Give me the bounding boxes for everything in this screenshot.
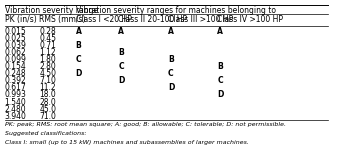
- Text: C: C: [76, 55, 81, 64]
- Text: 0.28: 0.28: [39, 27, 56, 36]
- Text: C: C: [118, 62, 124, 71]
- Text: 1.80: 1.80: [39, 55, 56, 64]
- Text: 7.10: 7.10: [39, 76, 56, 85]
- Text: A: A: [76, 27, 82, 36]
- Text: 0.45: 0.45: [39, 34, 56, 43]
- Text: 0.025: 0.025: [5, 34, 26, 43]
- Text: B: B: [76, 41, 81, 50]
- Text: Class IV >100 HP: Class IV >100 HP: [217, 15, 283, 24]
- Text: D: D: [217, 90, 223, 99]
- Text: 4.50: 4.50: [39, 69, 56, 78]
- Text: 71.0: 71.0: [39, 112, 56, 121]
- Text: 1.540: 1.540: [5, 98, 26, 107]
- Text: A: A: [217, 27, 223, 36]
- Text: 0.039: 0.039: [5, 41, 27, 50]
- Text: 0.248: 0.248: [5, 69, 26, 78]
- Text: 0.392: 0.392: [5, 76, 26, 85]
- Text: Vibration severity range: Vibration severity range: [5, 6, 98, 15]
- Text: PK: peak; RMS: root mean square; A: good; B: allowable; C: tolerable; D: not per: PK: peak; RMS: root mean square; A: good…: [5, 122, 286, 127]
- Text: PK (in/s): PK (in/s): [5, 15, 36, 24]
- Text: Class I: small (up to 15 kW) machines and subassemblies of larger machines.: Class I: small (up to 15 kW) machines an…: [5, 140, 248, 145]
- Text: A: A: [118, 27, 124, 36]
- Text: 1.12: 1.12: [39, 48, 56, 57]
- Text: 3.940: 3.940: [5, 112, 27, 121]
- Text: A: A: [168, 27, 174, 36]
- Text: 2.480: 2.480: [5, 105, 26, 114]
- Text: 0.154: 0.154: [5, 62, 26, 71]
- Text: C: C: [168, 69, 174, 78]
- Text: B: B: [217, 62, 223, 71]
- Text: 0.015: 0.015: [5, 27, 26, 36]
- Text: 0.617: 0.617: [5, 83, 26, 92]
- Text: B: B: [168, 55, 174, 64]
- Text: 2.80: 2.80: [39, 62, 56, 71]
- Text: 45.0: 45.0: [39, 105, 56, 114]
- Text: 28.0: 28.0: [39, 98, 56, 107]
- Text: D: D: [118, 76, 125, 85]
- Text: D: D: [168, 83, 174, 92]
- Text: RMS (mm/s): RMS (mm/s): [39, 15, 86, 24]
- Text: C: C: [217, 76, 223, 85]
- Text: Class I <20 HP: Class I <20 HP: [76, 15, 132, 24]
- Text: 0.099: 0.099: [5, 55, 27, 64]
- Text: B: B: [118, 48, 124, 57]
- Text: Vibration severity ranges for machines belonging to: Vibration severity ranges for machines b…: [76, 6, 276, 15]
- Text: Class II 20-100 HP: Class II 20-100 HP: [118, 15, 187, 24]
- Text: 18.0: 18.0: [39, 90, 56, 99]
- Text: 11.2: 11.2: [39, 83, 56, 92]
- Text: 0.993: 0.993: [5, 90, 27, 99]
- Text: 0.062: 0.062: [5, 48, 26, 57]
- Text: Suggested classifications:: Suggested classifications:: [5, 131, 86, 136]
- Text: Class III >100 HP: Class III >100 HP: [168, 15, 233, 24]
- Text: D: D: [76, 69, 82, 78]
- Text: 0.71: 0.71: [39, 41, 56, 50]
